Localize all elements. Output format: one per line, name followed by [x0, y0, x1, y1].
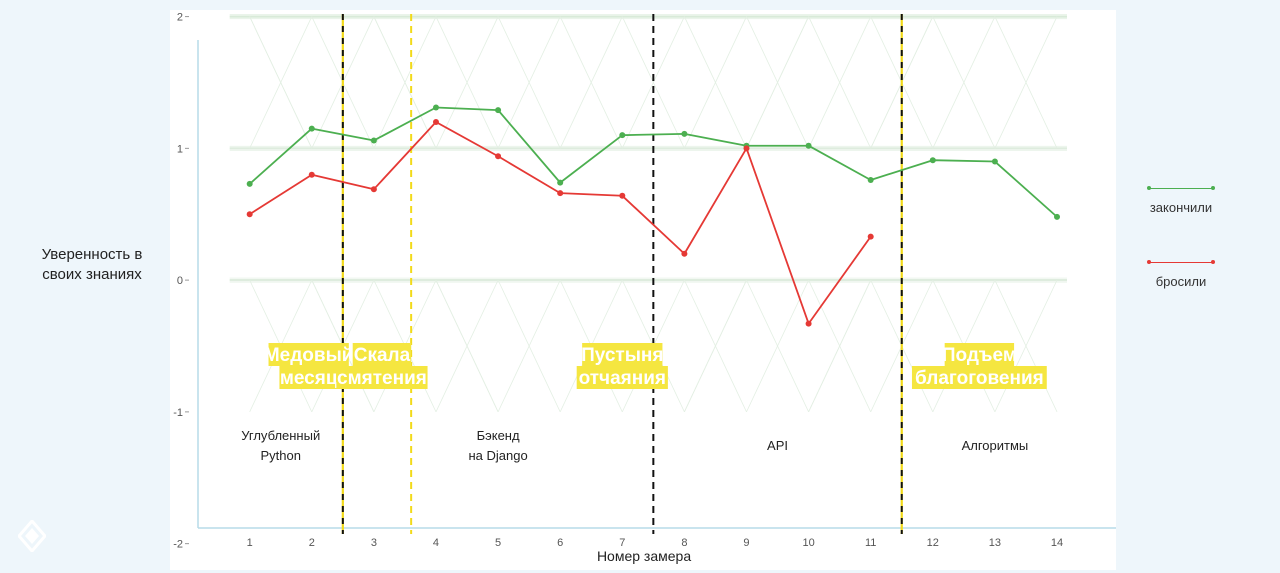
data-point-dropped — [681, 250, 688, 257]
data-point-finished — [929, 157, 936, 164]
phase-label: благоговения — [915, 368, 1044, 389]
x-tick-label: 14 — [1051, 537, 1063, 549]
y-axis-title-line-2: своих знаниях — [42, 266, 142, 283]
y-tick-label: 0 — [177, 275, 183, 287]
noise-trace-line — [684, 279, 747, 413]
legend-item-finished: закончили — [1136, 184, 1226, 215]
noise-trace-line — [435, 279, 499, 413]
noise-trace-line — [684, 16, 747, 149]
phase-label-bg — [576, 366, 668, 389]
data-point-finished — [1054, 213, 1061, 220]
y-tick-label: -2 — [173, 539, 183, 551]
x-tick-label: 6 — [557, 537, 563, 549]
x-tick-label: 7 — [619, 537, 625, 549]
phase-label: Подъем — [942, 345, 1017, 366]
chart-panel: 2 1 0 -1 -2 1 2 3 4 5 6 7 8 9 10 11 12 13 14 Номер замера Ме… — [170, 10, 1116, 570]
noise-trace-line — [994, 279, 1058, 413]
y-tick-label: 2 — [177, 12, 183, 24]
phase-label: Скала — [354, 345, 411, 366]
data-point-dropped — [557, 190, 564, 197]
noise-trace-line — [435, 16, 499, 149]
x-tick-label: 4 — [433, 537, 439, 549]
phase-label: отчаяния — [579, 368, 666, 389]
y-axis-title: Уверенность в своих знаниях — [20, 245, 164, 285]
x-tick-label: 12 — [927, 537, 939, 549]
data-point-dropped — [432, 119, 439, 125]
legend-label-finished: закончили — [1149, 200, 1213, 215]
data-point-dropped — [308, 171, 315, 178]
y-tick-label: -1 — [173, 407, 183, 419]
x-tick-label: 5 — [495, 537, 501, 549]
x-tick-label: 11 — [865, 537, 876, 549]
section-label: Алгоритмы — [962, 438, 1029, 453]
series-line-finished — [249, 106, 1058, 218]
data-point-dropped — [370, 186, 377, 193]
noise-trace-line — [497, 279, 561, 413]
phase-label: смятения — [337, 368, 427, 389]
x-tick-label: 9 — [743, 537, 749, 549]
data-point-finished — [619, 132, 626, 139]
data-point-dropped — [246, 211, 253, 218]
phase-label-bg — [279, 366, 338, 389]
x-tick-label: 13 — [989, 537, 1001, 549]
data-point-dropped — [805, 320, 812, 327]
x-tick-label: 10 — [802, 537, 814, 549]
noise-trace-line — [932, 16, 996, 149]
section-label: Углубленный — [241, 428, 320, 443]
noise-trace-line — [621, 16, 685, 149]
noise-trace-line — [994, 16, 1058, 149]
data-point-dropped — [867, 233, 874, 240]
section-label: API — [767, 438, 788, 453]
phase-label: месяц — [280, 368, 338, 389]
y-tick-label: 1 — [177, 143, 183, 155]
phase-label-bg — [336, 366, 428, 389]
data-point-finished — [246, 180, 253, 187]
data-point-dropped — [495, 153, 502, 160]
section-label: Python — [260, 448, 300, 463]
legend-swatch-dropped — [1147, 258, 1215, 268]
noise-trace-line — [249, 16, 313, 149]
x-tick-label: 3 — [371, 537, 377, 549]
noise-trace-line — [746, 16, 809, 149]
y-axis-title-line-1: Уверенность в — [41, 246, 143, 263]
x-tick-label: 8 — [681, 537, 687, 549]
data-point-finished — [370, 137, 377, 144]
data-point-finished — [308, 125, 315, 132]
data-point-finished — [991, 158, 998, 165]
data-point-finished — [805, 142, 812, 149]
phase-label-bg — [582, 343, 663, 366]
x-axis-title: Номер замера — [597, 548, 691, 564]
phase-label-bg — [268, 343, 349, 366]
noise-trace-line — [808, 279, 872, 413]
data-point-finished — [867, 176, 874, 183]
phase-label: Пустыня — [581, 345, 663, 366]
legend-swatch-finished — [1147, 184, 1215, 194]
phase-label-bg — [944, 343, 1015, 366]
data-point-finished — [495, 107, 502, 114]
section-label: Бэкенд — [477, 428, 520, 443]
noise-trace-line — [808, 16, 872, 149]
data-point-finished — [557, 179, 564, 186]
x-tick-label: 1 — [247, 537, 253, 549]
noise-trace-line — [746, 279, 809, 413]
data-point-dropped — [743, 145, 750, 152]
background-noise-bands — [229, 14, 1068, 413]
phase-label: Медовый — [264, 345, 354, 366]
noise-trace-line — [559, 16, 623, 149]
data-point-finished — [681, 130, 688, 137]
phase-label-bg — [352, 343, 412, 366]
data-point-dropped — [619, 192, 626, 199]
legend-item-dropped: бросили — [1136, 258, 1226, 289]
noise-trace-line — [497, 16, 561, 149]
data-point-finished — [432, 104, 439, 111]
section-label: на Django — [468, 448, 527, 463]
phase-label-bg — [911, 366, 1047, 389]
x-tick-label: 2 — [309, 537, 315, 549]
legend-label-dropped: бросили — [1155, 274, 1207, 289]
diamond-logo-icon — [18, 520, 46, 552]
noise-trace-line — [373, 16, 437, 149]
